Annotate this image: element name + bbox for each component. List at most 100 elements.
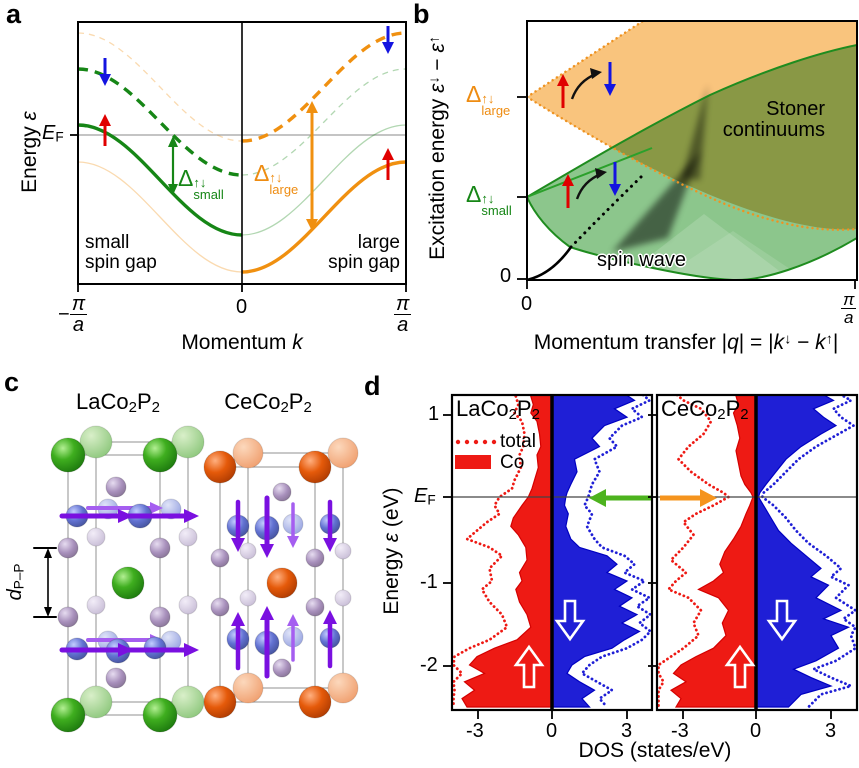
panel-d-ef-label: EF bbox=[414, 486, 436, 508]
panel-a-xtick-minus-pia: − π a bbox=[58, 294, 88, 336]
subscript-2: 2 bbox=[128, 398, 137, 416]
equals-text: | = | bbox=[738, 331, 774, 354]
compound-text: P bbox=[516, 396, 532, 421]
dpp-annotation bbox=[33, 547, 57, 618]
spin-wave-curve bbox=[527, 246, 573, 280]
panel-b-plot bbox=[517, 20, 858, 289]
panel-d-ticks bbox=[443, 414, 832, 719]
orange-band-spin-down bbox=[241, 31, 406, 143]
minus: − bbox=[791, 331, 816, 354]
legend-total-sample bbox=[455, 439, 497, 445]
ceco-total-spin-up-dos bbox=[658, 396, 731, 709]
pi-numerator: π bbox=[394, 293, 412, 315]
d-symbol: d bbox=[4, 589, 27, 601]
panel-d-x-axis-label: DOS (states/eV) bbox=[578, 739, 732, 762]
hollow-spin-down-arrow-laco bbox=[554, 599, 586, 642]
spin-down-arrow-left bbox=[99, 58, 111, 86]
minus: − bbox=[425, 52, 449, 77]
ceco2p2-back-atoms bbox=[232, 437, 359, 704]
laco-co-spin-up-dos bbox=[461, 396, 553, 708]
damping-shade-1 bbox=[612, 152, 700, 252]
laco2p2-back-atoms bbox=[79, 425, 205, 719]
legend-co-label: Co bbox=[500, 452, 525, 473]
panel-a-xtick-zero: 0 bbox=[236, 296, 248, 318]
ceco2p2-front-atoms bbox=[203, 450, 341, 719]
compound-text: LaCo bbox=[456, 396, 509, 421]
panel-b-frame bbox=[526, 20, 858, 281]
compound-text: LaCo bbox=[76, 389, 129, 414]
continuum-shade-1 bbox=[620, 214, 790, 279]
compound-text: P bbox=[288, 389, 304, 414]
delta-subscript: small bbox=[481, 203, 512, 219]
stoner-line2: continuums bbox=[722, 119, 825, 141]
ceco2p2-title: CeCo2P2 bbox=[208, 390, 328, 416]
ylabel-unit: (eV) bbox=[379, 487, 403, 533]
subscript-2: 2 bbox=[531, 405, 540, 423]
panel-d-y-axis-label: Energy ε (eV) bbox=[379, 456, 403, 646]
subscript-2: 2 bbox=[508, 405, 517, 423]
ef-subscript: F bbox=[427, 492, 436, 508]
green-boundary-inner bbox=[527, 147, 653, 198]
subscript-2: 2 bbox=[717, 405, 726, 423]
panel-a-y-axis-label: Energy ε bbox=[18, 67, 41, 237]
large-spin-gap-caption: large spin gap bbox=[320, 233, 400, 273]
dpp-label: dP–P bbox=[4, 547, 27, 617]
xlabel-text: Momentum bbox=[181, 331, 293, 354]
down-arrow-sup: ↓ bbox=[784, 331, 792, 348]
panel-a-x-axis-label: Momentum k bbox=[167, 331, 317, 354]
minus-sign: − bbox=[58, 303, 70, 326]
xlabel-variable: k bbox=[292, 331, 303, 354]
bar-text: | bbox=[832, 331, 839, 354]
panel-a-bands bbox=[78, 31, 406, 274]
delta-small-label: Δ ↑↓ small bbox=[178, 166, 224, 201]
delta-symbol: Δ bbox=[254, 160, 270, 186]
delta-subscript: small bbox=[193, 187, 224, 203]
delta-symbol: Δ bbox=[466, 81, 482, 107]
epsilon-up: ε bbox=[425, 43, 449, 53]
laco2p2-dos-title: LaCo2P2 bbox=[456, 397, 540, 423]
hollow-spin-up-arrow-laco bbox=[513, 644, 545, 689]
delta-subscript: large bbox=[481, 103, 511, 119]
legend-co-sample bbox=[455, 455, 491, 469]
delta-subscript: large bbox=[269, 182, 299, 198]
delta-superscript: ↑↓ bbox=[481, 191, 495, 207]
laco2p2-dos bbox=[453, 396, 651, 709]
delta-superscript: ↑↓ bbox=[269, 170, 283, 186]
k-up-variable: k bbox=[815, 331, 826, 354]
hollow-spin-up-arrow-ceco bbox=[724, 644, 756, 689]
compound-text: CeCo bbox=[224, 389, 281, 414]
panel-d-ytick-m2: -2 bbox=[420, 654, 438, 676]
panel-b-ytick-delta-small: Δ ↑↓ small bbox=[466, 182, 512, 217]
panel-d-ytick-1: 1 bbox=[428, 403, 440, 425]
panel-b-xtick-zero: 0 bbox=[521, 293, 533, 315]
laco2p2-title: LaCo2P2 bbox=[60, 390, 176, 416]
ceco2p2-moment-arrows-back bbox=[287, 502, 299, 662]
delta-small-gap-arrow bbox=[168, 136, 178, 195]
panel-d-right-frame bbox=[655, 393, 859, 712]
green-band-spin-down bbox=[78, 67, 243, 177]
xtick-ceco-3: 3 bbox=[825, 720, 837, 742]
faint-orange-band-down bbox=[78, 32, 243, 142]
epsilon-down: ε bbox=[425, 83, 449, 93]
green-boundary-upper bbox=[527, 44, 857, 198]
subscript-2: 2 bbox=[740, 405, 749, 423]
ylabel-text: Energy bbox=[379, 542, 403, 615]
panel-label-c: c bbox=[4, 367, 20, 397]
faint-green-band-down bbox=[241, 68, 406, 176]
panel-c-structures bbox=[33, 425, 359, 733]
ef-symbol: E bbox=[414, 485, 428, 507]
stoner-continuums bbox=[527, 21, 857, 280]
dpp-subscript: P–P bbox=[11, 563, 27, 590]
compound-text: P bbox=[136, 389, 152, 414]
pi-numerator: π bbox=[841, 290, 857, 309]
q-variable: q bbox=[727, 331, 739, 354]
small-spin-gap-caption: small spin gap bbox=[85, 233, 157, 273]
panel-b-ytick-delta-large: Δ ↑↓ large bbox=[466, 82, 510, 117]
subscript-2: 2 bbox=[151, 398, 160, 416]
large-gap-orange-arrow bbox=[660, 489, 717, 507]
caption-line2: spin gap bbox=[85, 251, 157, 273]
epsilon-symbol: ε bbox=[379, 532, 403, 543]
ceco2p2-dos-title: CeCo2P2 bbox=[661, 397, 749, 423]
a-denominator: a bbox=[72, 314, 84, 336]
